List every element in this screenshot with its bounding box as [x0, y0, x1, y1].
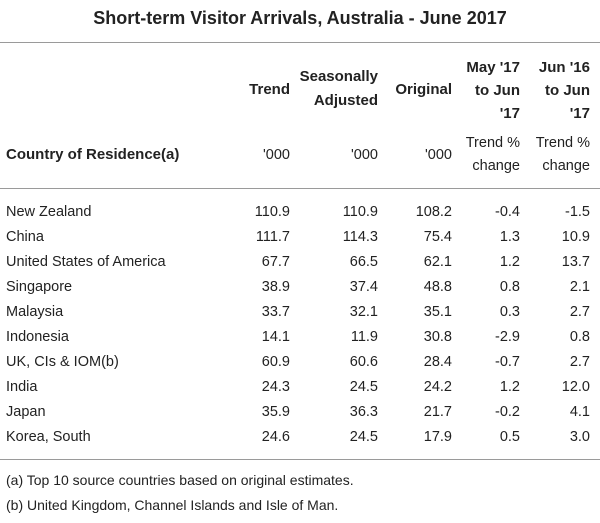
cell-sa: 32.1	[349, 304, 378, 320]
cell-jun: 3.0	[569, 429, 590, 445]
footnote-a: (a) Top 10 source countries based on ori…	[6, 472, 354, 488]
cell-country: Korea, South	[6, 429, 91, 445]
footnote-b: (b) United Kingdom, Channel Islands and …	[6, 497, 339, 513]
table-row: Japan 35.9 36.3 21.7 -0.2 4.1	[0, 402, 600, 427]
header-sa-line2: Adjusted	[313, 92, 378, 109]
cell-sa: 37.4	[349, 279, 378, 295]
header-country: Country of Residence(a)	[6, 146, 180, 163]
cell-sa: 114.3	[342, 229, 378, 245]
header-may-line1: May '17	[466, 59, 520, 76]
table-row: Korea, South 24.6 24.5 17.9 0.5 3.0	[0, 427, 600, 452]
cell-sa: 66.5	[349, 254, 378, 270]
pct-may-line2: change	[472, 158, 520, 174]
header-trend: Trend	[249, 81, 290, 98]
cell-trend: 33.7	[261, 304, 290, 320]
cell-orig: 17.9	[423, 429, 452, 445]
cell-country: New Zealand	[6, 204, 92, 220]
header-may-line3: '17	[499, 105, 520, 122]
cell-country: Singapore	[6, 279, 73, 295]
cell-may: 0.8	[499, 279, 520, 295]
header-sa-line1: Seasonally	[299, 68, 378, 85]
cell-jun: 2.7	[569, 304, 590, 320]
table-row: India 24.3 24.5 24.2 1.2 12.0	[0, 377, 600, 402]
cell-may: 1.2	[499, 379, 520, 395]
footer-divider	[0, 459, 600, 460]
pct-jun-line1: Trend %	[535, 135, 590, 151]
cell-orig: 108.2	[415, 204, 452, 220]
cell-may: -0.7	[495, 354, 520, 370]
cell-jun: 0.8	[569, 329, 590, 345]
cell-country: China	[6, 229, 44, 245]
table-row: Singapore 38.9 37.4 48.8 0.8 2.1	[0, 277, 600, 302]
cell-orig: 35.1	[423, 304, 452, 320]
cell-orig: 75.4	[423, 229, 452, 245]
cell-may: -0.4	[495, 204, 520, 220]
table-row: Indonesia 14.1 11.9 30.8 -2.9 0.8	[0, 327, 600, 352]
title-divider	[0, 42, 600, 43]
cell-sa: 11.9	[350, 329, 378, 345]
pct-may-line1: Trend %	[465, 135, 520, 151]
cell-trend: 67.7	[261, 254, 290, 270]
cell-may: 0.5	[499, 429, 520, 445]
header-original: Original	[395, 81, 452, 98]
cell-country: Japan	[6, 404, 46, 420]
cell-country: UK, CIs & IOM(b)	[6, 354, 119, 370]
cell-jun: 10.9	[561, 229, 590, 245]
header-jun-line1: Jun '16	[538, 59, 590, 76]
unit-orig: '000	[425, 147, 452, 163]
cell-country: Malaysia	[6, 304, 64, 320]
cell-may: 0.3	[499, 304, 520, 320]
cell-trend: 110.9	[254, 204, 290, 220]
cell-orig: 48.8	[423, 279, 452, 295]
header-jun-line2: to Jun	[545, 82, 590, 99]
table-row: China 111.7 114.3 75.4 1.3 10.9	[0, 227, 600, 252]
cell-jun: 2.7	[569, 354, 590, 370]
unit-sa: '000	[351, 147, 378, 163]
cell-orig: 30.8	[423, 329, 452, 345]
cell-trend: 38.9	[261, 279, 290, 295]
cell-may: -2.9	[495, 329, 520, 345]
cell-jun: -1.5	[565, 204, 590, 220]
cell-may: 1.3	[499, 229, 520, 245]
cell-sa: 24.5	[349, 429, 378, 445]
cell-trend: 24.3	[261, 379, 290, 395]
cell-trend: 111.7	[255, 229, 290, 245]
page-title: Short-term Visitor Arrivals, Australia -…	[93, 8, 507, 28]
cell-country: Indonesia	[6, 329, 69, 345]
header-may-line2: to Jun	[475, 82, 520, 99]
table-row: UK, CIs & IOM(b) 60.9 60.6 28.4 -0.7 2.7	[0, 352, 600, 377]
cell-jun: 4.1	[569, 404, 590, 420]
cell-jun: 12.0	[561, 379, 590, 395]
cell-orig: 62.1	[423, 254, 452, 270]
cell-may: 1.2	[499, 254, 520, 270]
cell-jun: 2.1	[569, 279, 590, 295]
cell-may: -0.2	[495, 404, 520, 420]
unit-trend: '000	[263, 147, 290, 163]
cell-trend: 14.1	[261, 329, 290, 345]
cell-trend: 35.9	[261, 404, 290, 420]
cell-country: India	[6, 379, 38, 395]
cell-trend: 24.6	[261, 429, 290, 445]
header-divider	[0, 188, 600, 189]
cell-sa: 36.3	[349, 404, 378, 420]
cell-orig: 24.2	[423, 379, 452, 395]
cell-sa: 110.9	[342, 204, 378, 220]
cell-sa: 24.5	[349, 379, 378, 395]
cell-orig: 21.7	[423, 404, 452, 420]
cell-jun: 13.7	[561, 254, 590, 270]
table-row: New Zealand 110.9 110.9 108.2 -0.4 -1.5	[0, 202, 600, 227]
table-row: United States of America 67.7 66.5 62.1 …	[0, 252, 600, 277]
cell-orig: 28.4	[423, 354, 452, 370]
header-jun-line3: '17	[569, 105, 590, 122]
table-row: Malaysia 33.7 32.1 35.1 0.3 2.7	[0, 302, 600, 327]
pct-jun-line2: change	[542, 158, 590, 174]
cell-country: United States of America	[6, 254, 166, 270]
cell-trend: 60.9	[261, 354, 290, 370]
cell-sa: 60.6	[349, 354, 378, 370]
